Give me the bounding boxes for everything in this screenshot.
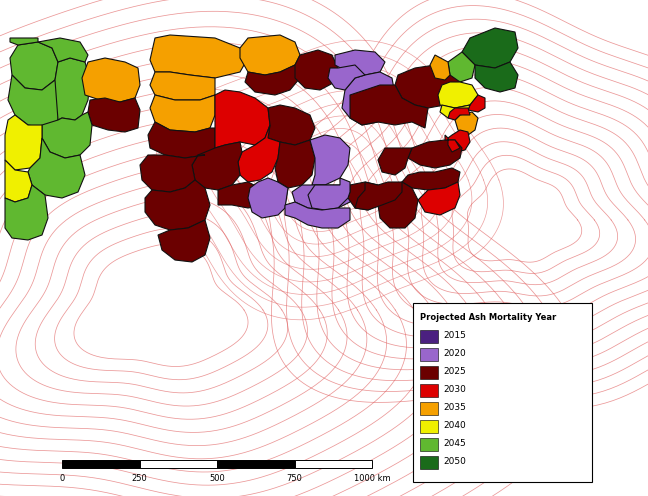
Text: 2040: 2040 — [443, 422, 466, 431]
Text: 2035: 2035 — [443, 404, 466, 413]
Text: 2025: 2025 — [443, 368, 466, 376]
Polygon shape — [268, 105, 315, 145]
Text: 1000 km: 1000 km — [354, 474, 390, 483]
Polygon shape — [448, 108, 470, 120]
Polygon shape — [378, 148, 412, 175]
Polygon shape — [395, 65, 462, 108]
Polygon shape — [335, 50, 385, 75]
Polygon shape — [475, 62, 518, 92]
Text: 2045: 2045 — [443, 439, 466, 448]
Polygon shape — [55, 58, 90, 120]
Polygon shape — [150, 72, 215, 100]
Polygon shape — [158, 220, 210, 262]
Bar — [420, 384, 438, 397]
Polygon shape — [308, 178, 350, 210]
Text: 2030: 2030 — [443, 385, 466, 394]
Text: 2050: 2050 — [443, 457, 466, 467]
Polygon shape — [440, 105, 470, 118]
Polygon shape — [218, 182, 280, 208]
Polygon shape — [350, 85, 428, 128]
Polygon shape — [38, 38, 88, 62]
Text: 750: 750 — [286, 474, 303, 483]
Polygon shape — [328, 65, 365, 90]
Text: 500: 500 — [209, 474, 225, 483]
Bar — [420, 330, 438, 343]
Polygon shape — [310, 135, 350, 185]
Polygon shape — [150, 95, 215, 132]
Text: 250: 250 — [132, 474, 147, 483]
Polygon shape — [5, 160, 32, 202]
Polygon shape — [5, 185, 48, 240]
Polygon shape — [10, 42, 58, 90]
Polygon shape — [418, 182, 460, 215]
Polygon shape — [378, 182, 418, 228]
Polygon shape — [408, 140, 462, 168]
Bar — [420, 402, 438, 415]
Bar — [139, 460, 217, 468]
Polygon shape — [82, 58, 140, 102]
Polygon shape — [192, 142, 242, 190]
Bar — [62, 460, 139, 468]
FancyBboxPatch shape — [413, 303, 592, 482]
Polygon shape — [430, 55, 450, 80]
Polygon shape — [342, 72, 395, 125]
Polygon shape — [10, 38, 38, 45]
Polygon shape — [355, 182, 402, 210]
Bar — [420, 456, 438, 469]
Polygon shape — [248, 178, 288, 218]
Bar — [420, 348, 438, 361]
Text: 2015: 2015 — [443, 331, 466, 340]
Polygon shape — [402, 168, 460, 190]
Polygon shape — [258, 182, 288, 215]
Polygon shape — [215, 90, 270, 148]
Polygon shape — [140, 155, 205, 192]
Text: 2020: 2020 — [443, 350, 466, 359]
Polygon shape — [455, 112, 478, 135]
Text: Projected Ash Mortality Year: Projected Ash Mortality Year — [420, 313, 556, 322]
Polygon shape — [148, 122, 215, 158]
Polygon shape — [150, 35, 248, 78]
Text: 0: 0 — [60, 474, 65, 483]
Polygon shape — [292, 185, 355, 210]
Bar — [294, 460, 372, 468]
Polygon shape — [462, 28, 518, 68]
Polygon shape — [445, 135, 460, 152]
Polygon shape — [28, 138, 85, 198]
Polygon shape — [5, 115, 42, 170]
Polygon shape — [88, 98, 140, 132]
Bar — [420, 366, 438, 379]
Polygon shape — [468, 95, 485, 112]
Polygon shape — [42, 112, 92, 158]
Polygon shape — [145, 180, 210, 230]
Polygon shape — [240, 35, 300, 75]
Polygon shape — [348, 182, 385, 210]
Polygon shape — [448, 52, 475, 82]
Bar — [420, 420, 438, 433]
Polygon shape — [275, 140, 315, 188]
Polygon shape — [438, 82, 478, 108]
Polygon shape — [295, 50, 338, 90]
Polygon shape — [8, 75, 60, 128]
Bar — [217, 460, 294, 468]
Polygon shape — [285, 202, 350, 228]
Polygon shape — [238, 125, 280, 182]
Polygon shape — [448, 130, 470, 152]
Bar — [420, 438, 438, 451]
Polygon shape — [245, 65, 300, 95]
